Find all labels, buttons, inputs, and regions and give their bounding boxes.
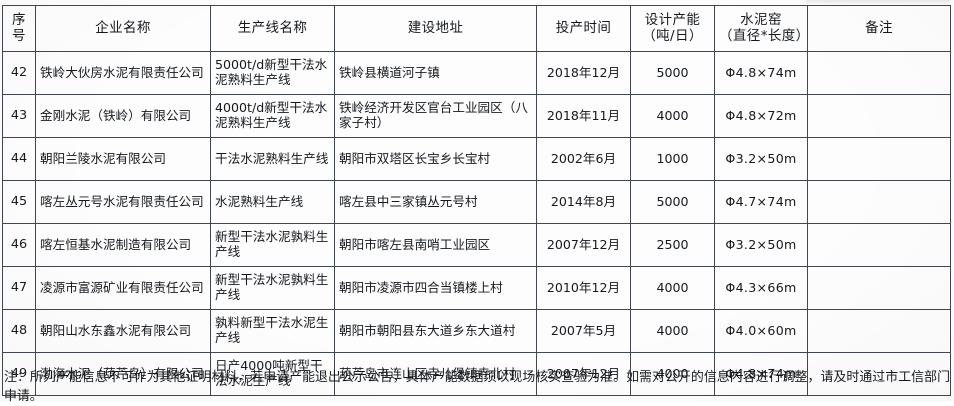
cell-capacity: 4000 — [630, 266, 715, 310]
cell-remark — [807, 352, 951, 396]
cell-kiln: Φ4.8×74m — [714, 51, 808, 95]
cell-address: 铁岭县横道河子镇 — [334, 51, 537, 95]
cell-index: 48 — [2, 309, 36, 353]
column-header-capacity-line2: （吨/日） — [642, 27, 703, 44]
cell-address: 喀左县中三家镇丛元号村 — [334, 180, 537, 224]
cell-line-name: 日产4000吨新型干法水泥生产线 — [210, 352, 335, 396]
cell-capacity: 4000 — [630, 94, 715, 138]
column-header-capacity: 设计产能 （吨/日） — [630, 5, 715, 52]
cell-capacity: 2500 — [630, 223, 715, 267]
cell-capacity: 1000 — [630, 137, 715, 181]
cell-kiln: Φ4.8×74m — [714, 352, 808, 396]
table-row: 48 朝阳山水东鑫水泥有限公司 孰料新型干法水泥生产线 朝阳市朝阳县东大道乡东大道村 2… — [2, 309, 951, 353]
column-header-kiln-line1: 水泥窑 — [740, 11, 782, 28]
cell-capacity: 4000 — [630, 352, 715, 396]
cell-start-date: 2014年8月 — [536, 180, 631, 224]
cell-capacity: 4000 — [630, 309, 715, 353]
cell-index: 47 — [2, 266, 36, 310]
column-header-enterprise: 企业名称 — [35, 5, 211, 52]
scan-artifact — [806, 0, 950, 5]
cell-index: 46 — [2, 223, 36, 267]
column-header-kiln-line2: （直径*长度） — [719, 27, 810, 44]
cell-kiln: Φ4.8×72m — [714, 94, 808, 138]
column-header-address: 建设地址 — [334, 5, 537, 52]
cell-enterprise: 凌源市富源矿业有限责任公司 — [35, 266, 211, 310]
cell-index: 44 — [2, 137, 36, 181]
table-row: 42 铁岭大伙房水泥有限责任公司 5000t/d新型干法水泥熟料生产线 铁岭县横道河子… — [2, 51, 951, 95]
cell-enterprise: 渤海水泥（葫芦岛）有限公司 — [35, 352, 211, 396]
cell-remark — [807, 137, 951, 181]
cell-start-date: 2007年12月 — [536, 352, 631, 396]
cell-line-name: 水泥熟料生产线 — [210, 180, 335, 224]
column-header-start-date: 投产时间 — [536, 5, 631, 52]
cell-line-name: 新型干法水泥孰料生产线 — [210, 266, 335, 310]
cell-enterprise: 喀左恒基水泥制造有限公司 — [35, 223, 211, 267]
cell-enterprise: 朝阳兰陵水泥有限公司 — [35, 137, 211, 181]
table-row: 46 喀左恒基水泥制造有限公司 新型干法水泥孰料生产线 朝阳市喀左县南哨工业园区 200… — [2, 223, 951, 267]
cell-kiln: Φ4.7×74m — [714, 180, 808, 224]
table-row: 45 喀左丛元号水泥有限责任公司 水泥熟料生产线 喀左县中三家镇丛元号村 2014年8月… — [2, 180, 951, 224]
cell-start-date: 2018年12月 — [536, 51, 631, 95]
column-header-remark: 备注 — [807, 5, 951, 52]
cell-remark — [807, 94, 951, 138]
table-footnote: 注：所列产能信息不可作为其他证明材料，若申请产能退出公示公告，具体产能数据须以现… — [4, 370, 950, 404]
cell-address: 朝阳市凌源市四合当镇楼上村 — [334, 266, 537, 310]
cell-start-date: 2007年5月 — [536, 309, 631, 353]
cell-index: 49 — [2, 352, 36, 396]
cell-line-name: 干法水泥熟料生产线 — [210, 137, 335, 181]
table-header-row: 序号 企业名称 生产线名称 建设地址 投产时间 设计产能 （吨/日） 水泥窑 （… — [2, 5, 951, 52]
column-header-line-name: 生产线名称 — [210, 5, 335, 52]
table-header: 序号 企业名称 生产线名称 建设地址 投产时间 设计产能 （吨/日） 水泥窑 （… — [2, 5, 951, 52]
cell-kiln: Φ4.0×60m — [714, 309, 808, 353]
cell-enterprise: 喀左丛元号水泥有限责任公司 — [35, 180, 211, 224]
cell-start-date: 2007年12月 — [536, 223, 631, 267]
table-row: 47 凌源市富源矿业有限责任公司 新型干法水泥孰料生产线 朝阳市凌源市四合当镇楼上村 2… — [2, 266, 951, 310]
cell-index: 45 — [2, 180, 36, 224]
cell-kiln: Φ3.2×50m — [714, 223, 808, 267]
cell-address: 朝阳市双塔区长宝乡长宝村 — [334, 137, 537, 181]
cell-kiln: Φ4.3×66m — [714, 266, 808, 310]
production-line-table: 序号 企业名称 生产线名称 建设地址 投产时间 设计产能 （吨/日） 水泥窑 （… — [2, 5, 951, 396]
cell-line-name: 孰料新型干法水泥生产线 — [210, 309, 335, 353]
cell-address: 朝阳市朝阳县东大道乡东大道村 — [334, 309, 537, 353]
cell-line-name: 4000t/d新型干法水泥熟料生产线 — [210, 94, 335, 138]
cell-remark — [807, 51, 951, 95]
table-row: 43 金刚水泥（铁岭）有限公司 4000t/d新型干法水泥熟料生产线 铁岭经济开发区官… — [2, 94, 951, 138]
table-body: 42 铁岭大伙房水泥有限责任公司 5000t/d新型干法水泥熟料生产线 铁岭县横道河子… — [2, 51, 951, 396]
cell-remark — [807, 309, 951, 353]
cell-capacity: 5000 — [630, 180, 715, 224]
cell-enterprise: 朝阳山水东鑫水泥有限公司 — [35, 309, 211, 353]
cell-enterprise: 铁岭大伙房水泥有限责任公司 — [35, 51, 211, 95]
cell-address: 葫芦岛市连山区寺儿堡镇寺北村 — [334, 352, 537, 396]
column-header-kiln: 水泥窑 （直径*长度） — [714, 5, 810, 52]
cell-enterprise: 金刚水泥（铁岭）有限公司 — [35, 94, 211, 138]
cell-index: 42 — [2, 51, 36, 95]
cell-line-name: 5000t/d新型干法水泥熟料生产线 — [210, 51, 335, 95]
cell-remark — [807, 180, 951, 224]
column-header-capacity-line1: 设计产能 — [644, 11, 701, 28]
cell-address: 朝阳市喀左县南哨工业园区 — [334, 223, 537, 267]
cell-address: 铁岭经济开发区官台工业园区（八家子村） — [334, 94, 537, 138]
table-row: 49 渤海水泥（葫芦岛）有限公司 日产4000吨新型干法水泥生产线 葫芦岛市连山区寺儿… — [2, 352, 951, 396]
column-header-index: 序号 — [2, 5, 36, 52]
cell-remark — [807, 223, 951, 267]
table-row: 44 朝阳兰陵水泥有限公司 干法水泥熟料生产线 朝阳市双塔区长宝乡长宝村 2002年6月… — [2, 137, 951, 181]
cell-kiln: Φ3.2×50m — [714, 137, 808, 181]
cell-start-date: 2010年12月 — [536, 266, 631, 310]
cell-start-date: 2002年6月 — [536, 137, 631, 181]
cell-remark — [807, 266, 951, 310]
cell-index: 43 — [2, 94, 36, 138]
cell-start-date: 2018年11月 — [536, 94, 631, 138]
cell-line-name: 新型干法水泥孰料生产线 — [210, 223, 335, 267]
cell-capacity: 5000 — [630, 51, 715, 95]
